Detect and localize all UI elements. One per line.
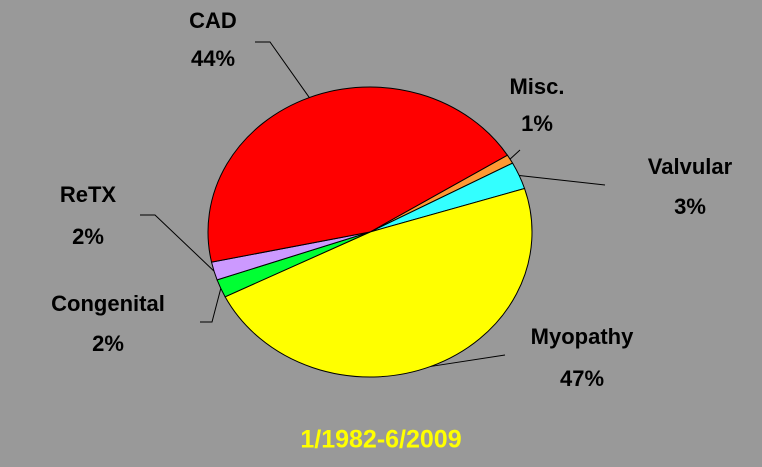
leader-line (200, 288, 222, 323)
slice-value-label: 2% (92, 331, 124, 356)
slice-value-label: 44% (191, 46, 235, 71)
slice-label: CAD (189, 8, 237, 33)
chart-subtitle: 1/1982-6/2009 (300, 426, 461, 454)
leader-line (519, 175, 606, 186)
slice-label: Congenital (51, 291, 165, 316)
slice-label: Myopathy (531, 324, 634, 349)
pie-slice (207, 86, 509, 263)
slice-value-label: 3% (674, 194, 706, 219)
leader-line (509, 149, 521, 160)
slice-label: ReTX (60, 182, 117, 207)
leader-line (140, 214, 215, 272)
slice-value-label: 2% (72, 224, 104, 249)
slice-value-label: 47% (560, 366, 604, 391)
slice-value-label: 1% (521, 111, 553, 136)
slice-label: Valvular (648, 154, 733, 179)
slice-label: Misc. (509, 74, 564, 99)
leader-line (255, 41, 310, 98)
leader-line (430, 354, 506, 367)
